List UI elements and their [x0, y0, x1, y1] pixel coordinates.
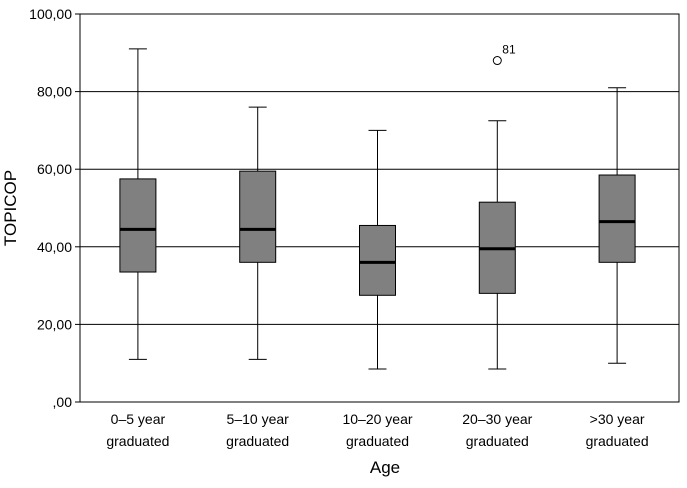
- x-tick-label: graduated: [226, 433, 289, 449]
- x-tick-label: graduated: [106, 433, 169, 449]
- y-tick-label: 100,00: [29, 6, 72, 22]
- x-tick-label: >30 year: [590, 411, 645, 427]
- box-4: 81: [478, 43, 516, 370]
- x-tick-label: 20–30 year: [462, 411, 532, 427]
- iqr-box: [119, 178, 157, 273]
- outlier-point: [492, 56, 502, 66]
- y-tick-label: 80,00: [37, 84, 72, 100]
- outlier-label: 81: [502, 43, 516, 57]
- x-axis-title: Age: [370, 458, 400, 477]
- box-3: [359, 129, 396, 370]
- y-tick-label: 40,00: [37, 239, 72, 255]
- box-1: [119, 48, 157, 360]
- boxes: 81: [119, 43, 636, 370]
- iqr-box: [598, 174, 636, 263]
- box-5: [598, 87, 636, 364]
- x-tick-label: 10–20 year: [342, 411, 412, 427]
- box-2: [239, 106, 277, 360]
- iqr-box: [239, 170, 277, 263]
- iqr-box: [359, 224, 396, 296]
- x-tick-label: graduated: [466, 433, 529, 449]
- x-tick-label: 5–10 year: [227, 411, 290, 427]
- plot-frame: [79, 13, 680, 403]
- y-tick-label: 60,00: [37, 161, 72, 177]
- y-tick-label: 20,00: [37, 316, 72, 332]
- axes: ,00 20,00 40,00 60,00 80,00 100,00 0–5 year gra…: [29, 6, 680, 449]
- x-tick-label: 0–5 year: [111, 411, 166, 427]
- x-tick-label: graduated: [346, 433, 409, 449]
- gridlines: [80, 91, 679, 325]
- x-tick-label: graduated: [586, 433, 649, 449]
- y-axis-title: TOPICOP: [1, 170, 20, 246]
- y-tick-label: ,00: [53, 394, 73, 410]
